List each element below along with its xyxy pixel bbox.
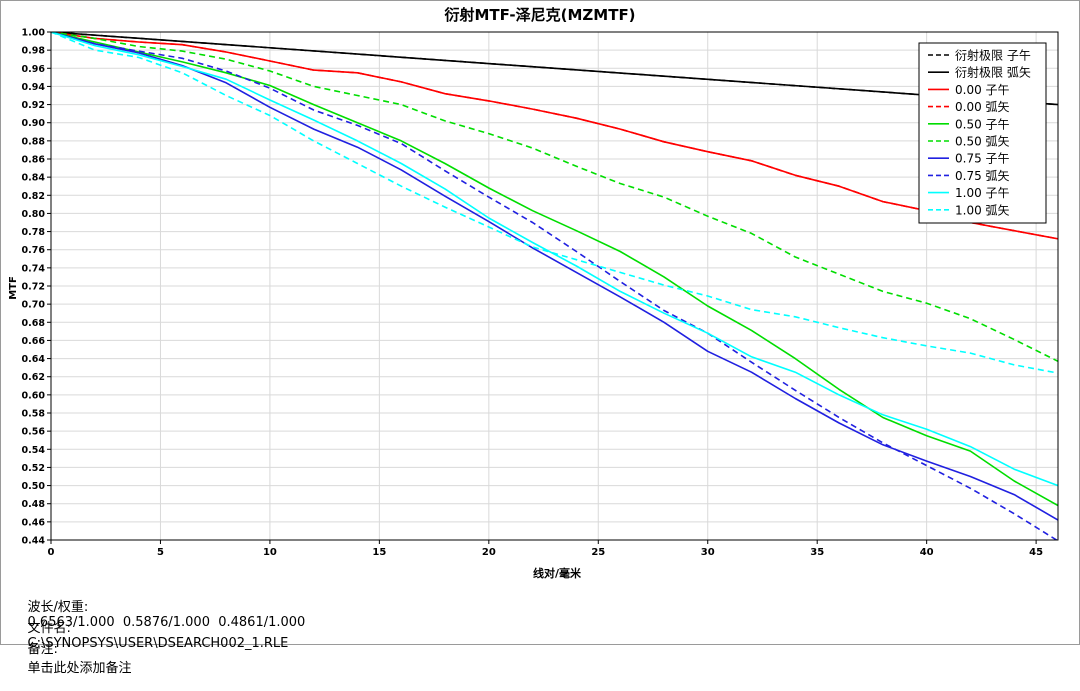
x-tick-label: 30	[701, 547, 715, 558]
y-tick-label: 0.94	[22, 82, 46, 93]
wavelength-value: 0.6563/1.000 0.5876/1.000 0.4861/1.000	[27, 615, 306, 630]
y-tick-label: 0.62	[22, 372, 45, 383]
x-tick-label: 40	[920, 547, 934, 558]
x-tick-label: 20	[482, 547, 496, 558]
note-info[interactable]: 备注: 单击此处添加备注	[11, 623, 132, 691]
y-tick-label: 0.92	[22, 100, 45, 111]
legend-label-9: 1.00 弧矢	[955, 203, 1010, 217]
x-tick-label: 10	[263, 547, 277, 558]
y-tick-label: 0.54	[22, 445, 46, 456]
tick-layer: 0 5 10 15 20 25 30 35 40 45 1.00 0.98 0.96 0.94 0.92 0.…	[22, 28, 1044, 559]
series-layer	[51, 32, 1058, 540]
legend-label-7: 0.75 弧矢	[955, 169, 1010, 183]
legend-label-1: 衍射极限 弧矢	[955, 65, 1031, 80]
series-line-5	[51, 32, 1058, 363]
legend-label-6: 0.75 子午	[955, 152, 1010, 166]
x-tick-label: 0	[48, 547, 55, 558]
y-tick-label: 0.70	[22, 300, 46, 311]
y-tick-label: 0.68	[22, 318, 46, 329]
chart-title: 衍射MTF-泽尼克(MZMTF)	[443, 6, 635, 24]
legend-label-8: 1.00 子午	[955, 186, 1010, 200]
y-tick-label: 0.72	[22, 282, 45, 293]
file-label: 文件名:	[27, 621, 71, 636]
y-tick-label: 0.46	[22, 517, 46, 528]
y-tick-label: 0.90	[22, 118, 46, 129]
x-tick-label: 25	[591, 547, 605, 558]
legend-label-0: 衍射极限 子午	[955, 48, 1031, 63]
y-tick-label: 0.50	[22, 481, 46, 492]
mtf-chart: 衍射MTF-泽尼克(MZMTF) 0 5 10 15 20 25 30 35 40 451.000…	[8, 6, 1059, 580]
legend-label-5: 0.50 弧矢	[955, 135, 1010, 149]
x-tick-label: 15	[372, 547, 386, 558]
grid-layer	[50, 31, 1058, 541]
y-tick-label: 0.74	[22, 263, 46, 274]
x-axis-label: 线对/毫米	[533, 566, 582, 580]
y-tick-label: 0.96	[22, 64, 46, 75]
y-tick-label: 0.80	[22, 209, 46, 220]
y-tick-label: 0.60	[22, 390, 46, 401]
y-tick-label: 0.78	[22, 227, 46, 238]
y-tick-label: 0.52	[22, 463, 45, 474]
y-tick-label: 0.82	[22, 191, 45, 202]
series-line-1	[51, 32, 1058, 106]
y-tick-label: 0.76	[22, 245, 46, 256]
x-tick-label: 35	[810, 547, 824, 558]
y-tick-label: 0.98	[22, 46, 46, 57]
y-tick-label: 0.56	[22, 427, 46, 438]
y-tick-label: 0.58	[22, 409, 46, 420]
y-tick-label: 0.66	[22, 336, 46, 347]
series-line-6	[51, 32, 1058, 521]
y-tick-label: 1.00	[22, 28, 46, 39]
y-tick-label: 0.44	[22, 536, 46, 547]
y-tick-label: 0.64	[22, 354, 46, 365]
legend-label-3: 0.00 弧矢	[955, 100, 1010, 114]
note-value[interactable]: 单击此处添加备注	[27, 661, 132, 676]
chart-window: 衍射MTF-泽尼克(MZMTF) 0 5 10 15 20 25 30 35 40 45 1.00 0…	[0, 0, 1080, 676]
y-axis-label: MTF	[8, 276, 19, 300]
series-line-8	[51, 32, 1058, 487]
series-line-7	[51, 32, 1058, 540]
series-line-3	[51, 32, 1058, 240]
legend-label-4: 0.50 子午	[955, 117, 1010, 131]
series-line-9	[51, 32, 1058, 374]
x-tick-label: 5	[157, 547, 164, 558]
series-line-4	[51, 32, 1058, 507]
x-tick-label: 45	[1029, 547, 1043, 558]
wavelength-info: 波长/权重: 0.6563/1.000 0.5876/1.000 0.4861/…	[11, 581, 306, 645]
y-tick-label: 0.88	[22, 136, 46, 147]
y-tick-label: 0.86	[22, 155, 46, 166]
wavelength-label: 波长/权重:	[27, 600, 89, 615]
series-line-2	[51, 32, 1058, 240]
note-label: 备注:	[27, 642, 58, 657]
y-tick-label: 0.84	[22, 173, 46, 184]
legend-label-2: 0.00 子午	[955, 83, 1010, 97]
y-tick-label: 0.48	[22, 499, 46, 510]
